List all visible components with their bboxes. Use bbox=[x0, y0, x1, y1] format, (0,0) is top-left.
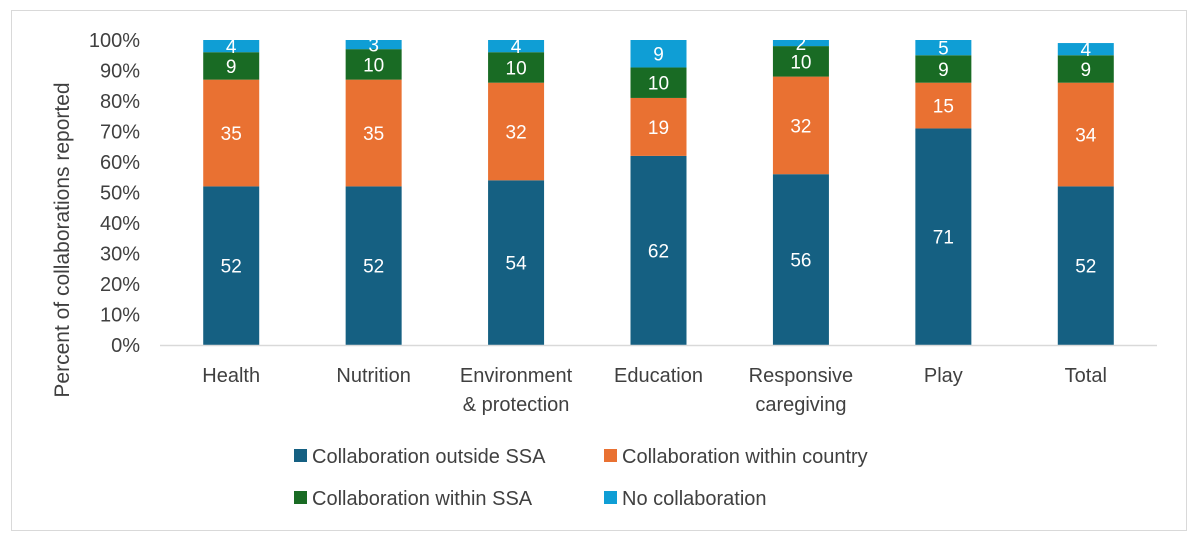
data-label: 4 bbox=[226, 37, 237, 58]
bar-segment bbox=[915, 40, 972, 56]
bar-segment bbox=[630, 67, 687, 98]
category-label: caregiving bbox=[755, 394, 846, 416]
legend-swatch bbox=[294, 449, 307, 462]
data-label: 54 bbox=[506, 254, 528, 275]
legend-swatch bbox=[294, 491, 307, 504]
bar-segment bbox=[488, 180, 545, 345]
data-label: 4 bbox=[511, 37, 522, 58]
data-label: 32 bbox=[790, 116, 811, 137]
bar-segment bbox=[203, 79, 260, 187]
data-label: 10 bbox=[790, 52, 811, 73]
bar-segment bbox=[772, 40, 829, 47]
category-label: & protection bbox=[463, 394, 570, 416]
bar-segment bbox=[630, 40, 687, 68]
y-tick-label: 50% bbox=[100, 183, 140, 205]
data-label: 52 bbox=[1075, 257, 1096, 278]
data-label: 9 bbox=[653, 45, 664, 66]
data-label: 15 bbox=[933, 97, 954, 118]
data-label: 71 bbox=[933, 228, 954, 249]
y-tick-label: 40% bbox=[100, 213, 140, 235]
y-tick-label: 10% bbox=[100, 305, 140, 327]
bar-segment bbox=[915, 82, 972, 129]
y-tick-label: 100% bbox=[89, 30, 140, 52]
bar-segment bbox=[772, 46, 829, 77]
category-label: Total bbox=[1065, 365, 1107, 387]
category-label: Nutrition bbox=[336, 365, 410, 387]
data-label: 35 bbox=[221, 124, 242, 145]
bar-segment bbox=[915, 128, 972, 345]
data-label: 62 bbox=[648, 241, 669, 262]
data-label: 10 bbox=[363, 55, 384, 76]
data-label: 9 bbox=[226, 57, 237, 78]
bar-segment bbox=[1057, 55, 1114, 83]
bar-segment bbox=[1057, 82, 1114, 187]
y-tick-label: 90% bbox=[100, 61, 140, 83]
data-label: 9 bbox=[1080, 60, 1091, 81]
bar-segment bbox=[203, 52, 260, 80]
data-label: 52 bbox=[221, 257, 242, 278]
bar-segment bbox=[345, 186, 402, 345]
legend-label: Collaboration within SSA bbox=[312, 488, 533, 510]
bar-segment bbox=[772, 174, 829, 345]
bar-segment bbox=[1057, 43, 1114, 56]
data-label: 56 bbox=[790, 251, 811, 272]
data-label: 10 bbox=[648, 74, 669, 95]
y-tick-label: 30% bbox=[100, 244, 140, 266]
data-label: 52 bbox=[363, 257, 384, 278]
y-tick-label: 0% bbox=[111, 335, 140, 357]
category-label: Education bbox=[614, 365, 703, 387]
data-label: 32 bbox=[506, 123, 527, 144]
legend-label: Collaboration within country bbox=[622, 446, 868, 468]
bar-segment bbox=[488, 52, 545, 83]
data-label: 2 bbox=[796, 34, 807, 55]
y-tick-label: 70% bbox=[100, 122, 140, 144]
data-label: 10 bbox=[506, 58, 527, 79]
bar-segment bbox=[345, 79, 402, 187]
data-label: 4 bbox=[1080, 40, 1091, 61]
bar-segment bbox=[203, 40, 260, 53]
category-label: Health bbox=[202, 365, 260, 387]
y-tick-label: 20% bbox=[100, 274, 140, 296]
bar-segment bbox=[488, 40, 545, 53]
data-label: 5 bbox=[938, 39, 949, 60]
bar-segment bbox=[1057, 186, 1114, 345]
data-label: 9 bbox=[938, 60, 949, 81]
legend-label: No collaboration bbox=[622, 488, 767, 510]
legend-swatch bbox=[604, 449, 617, 462]
bar-segment bbox=[488, 82, 545, 181]
data-label: 35 bbox=[363, 124, 384, 145]
y-tick-label: 80% bbox=[100, 91, 140, 113]
legend-swatch bbox=[604, 491, 617, 504]
bar-segment bbox=[345, 40, 402, 50]
bar-segment bbox=[772, 76, 829, 175]
bar-segment bbox=[630, 155, 687, 345]
data-label: 19 bbox=[648, 118, 669, 139]
legend-label: Collaboration outside SSA bbox=[312, 446, 546, 468]
data-label: 3 bbox=[368, 36, 379, 57]
y-axis-title: Percent of collaborations reported bbox=[51, 82, 74, 397]
category-label: Play bbox=[924, 365, 963, 387]
bar-segment bbox=[345, 49, 402, 80]
data-label: 34 bbox=[1075, 126, 1097, 147]
y-tick-label: 60% bbox=[100, 152, 140, 174]
category-label: Environment bbox=[460, 365, 573, 387]
bar-segment bbox=[915, 55, 972, 83]
bar-segment bbox=[630, 97, 687, 156]
bar-segment bbox=[203, 186, 260, 345]
category-label: Responsive bbox=[749, 365, 854, 387]
